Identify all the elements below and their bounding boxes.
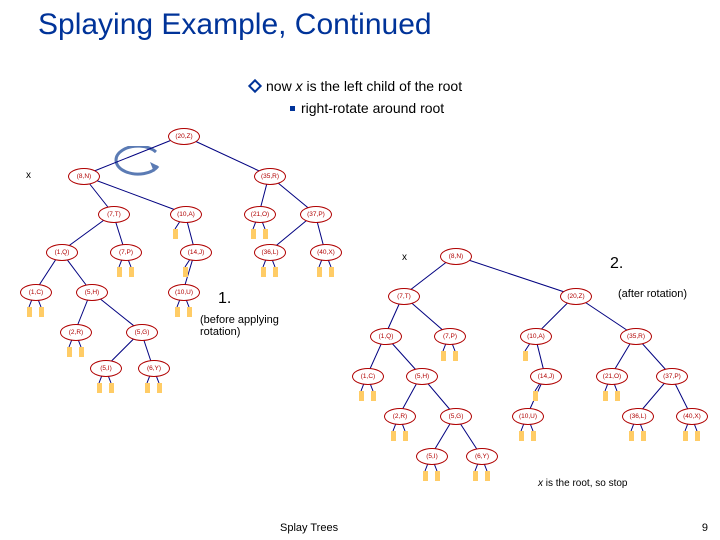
- tree-node: (7,T): [98, 206, 130, 223]
- bullet-line-1: now x is the left child of the root: [250, 78, 462, 94]
- leaf-box: [317, 267, 322, 277]
- footer-page: 9: [702, 522, 708, 534]
- tree-node: (37,P): [300, 206, 332, 223]
- tree-node: (37,P): [656, 368, 688, 385]
- tree-node: (20,Z): [560, 288, 592, 305]
- tree-node: (10,U): [512, 408, 544, 425]
- leaf-box: [109, 383, 114, 393]
- b2-text: right-rotate around root: [301, 100, 444, 116]
- tree-node: (21,O): [244, 206, 276, 223]
- leaf-box: [129, 267, 134, 277]
- tree-node: (1,Q): [46, 244, 78, 261]
- leaf-box: [173, 229, 178, 239]
- annot-one: 1.: [218, 290, 231, 308]
- tree-node: (7,P): [110, 244, 142, 261]
- leaf-box: [187, 307, 192, 317]
- tree-node: (5,H): [76, 284, 108, 301]
- leaf-box: [27, 307, 32, 317]
- leaf-box: [519, 431, 524, 441]
- tree-node: (5,I): [416, 448, 448, 465]
- leaf-box: [453, 351, 458, 361]
- tree-node: (10,U): [168, 284, 200, 301]
- tree-node: (36,L): [622, 408, 654, 425]
- leaf-box: [403, 431, 408, 441]
- tree-node: (5,I): [90, 360, 122, 377]
- leaf-box: [531, 431, 536, 441]
- tree-node: (14,J): [530, 368, 562, 385]
- tree-node: (40,X): [310, 244, 342, 261]
- tree-node: (6,Y): [466, 448, 498, 465]
- leaf-box: [183, 267, 188, 277]
- leaf-box: [473, 471, 478, 481]
- leaf-box: [329, 267, 334, 277]
- leaf-box: [391, 431, 396, 441]
- tree-node: (2,R): [60, 324, 92, 341]
- x-label-tree1: x: [26, 170, 31, 181]
- leaf-box: [695, 431, 700, 441]
- leaf-box: [175, 307, 180, 317]
- b1-pre: now: [266, 78, 296, 94]
- tree-node: (35,R): [620, 328, 652, 345]
- tree-node: (2,R): [384, 408, 416, 425]
- tree-node: (40,X): [676, 408, 708, 425]
- x-label-tree2: x: [402, 252, 407, 263]
- leaf-box: [603, 391, 608, 401]
- rotate-arrow-icon: [108, 146, 168, 186]
- tree-node: (7,P): [434, 328, 466, 345]
- leaf-box: [117, 267, 122, 277]
- leaf-box: [67, 347, 72, 357]
- footer-label: Splay Trees: [280, 522, 338, 534]
- annot-one-sub: (before applying rotation): [200, 314, 320, 338]
- leaf-box: [145, 383, 150, 393]
- diamond-bullet-icon: [248, 79, 262, 93]
- tree-node: (8,N): [440, 248, 472, 265]
- tree-node: (1,Q): [370, 328, 402, 345]
- leaf-box: [359, 391, 364, 401]
- leaf-box: [641, 431, 646, 441]
- tree-node: (1,C): [20, 284, 52, 301]
- tree-node: (21,O): [596, 368, 628, 385]
- leaf-box: [251, 229, 256, 239]
- leaf-box: [441, 351, 446, 361]
- slide-title: Splaying Example, Continued: [38, 8, 432, 42]
- leaf-box: [533, 391, 538, 401]
- annot-two: 2.: [610, 255, 623, 273]
- annot-stop: x is the root, so stop: [538, 478, 628, 489]
- leaf-box: [273, 267, 278, 277]
- leaf-box: [371, 391, 376, 401]
- tree-node: (7,T): [388, 288, 420, 305]
- leaf-box: [39, 307, 44, 317]
- leaf-box: [629, 431, 634, 441]
- leaf-box: [263, 229, 268, 239]
- annot-two-sub: (after rotation): [618, 288, 687, 300]
- tree-node: (10,A): [170, 206, 202, 223]
- tree-node: (5,H): [406, 368, 438, 385]
- tree-node: (14,J): [180, 244, 212, 261]
- annot-stop-text: is the root, so stop: [546, 478, 628, 489]
- b1-post: is the left child of the root: [303, 78, 463, 94]
- tree-node: (20,Z): [168, 128, 200, 145]
- tree-node: (6,Y): [138, 360, 170, 377]
- bullet-line-2: right-rotate around root: [290, 100, 444, 116]
- leaf-box: [423, 471, 428, 481]
- tree-node: (36,L): [254, 244, 286, 261]
- square-bullet-icon: [290, 106, 295, 111]
- tree-node: (35,R): [254, 168, 286, 185]
- leaf-box: [97, 383, 102, 393]
- leaf-box: [485, 471, 490, 481]
- tree-node: (5,G): [126, 324, 158, 341]
- leaf-box: [261, 267, 266, 277]
- tree-node: (10,A): [520, 328, 552, 345]
- tree-node: (8,N): [68, 168, 100, 185]
- leaf-box: [79, 347, 84, 357]
- tree-node: (5,G): [440, 408, 472, 425]
- leaf-box: [157, 383, 162, 393]
- tree-node: (1,C): [352, 368, 384, 385]
- leaf-box: [615, 391, 620, 401]
- leaf-box: [523, 351, 528, 361]
- leaf-box: [435, 471, 440, 481]
- leaf-box: [683, 431, 688, 441]
- b1-x: x: [296, 78, 303, 94]
